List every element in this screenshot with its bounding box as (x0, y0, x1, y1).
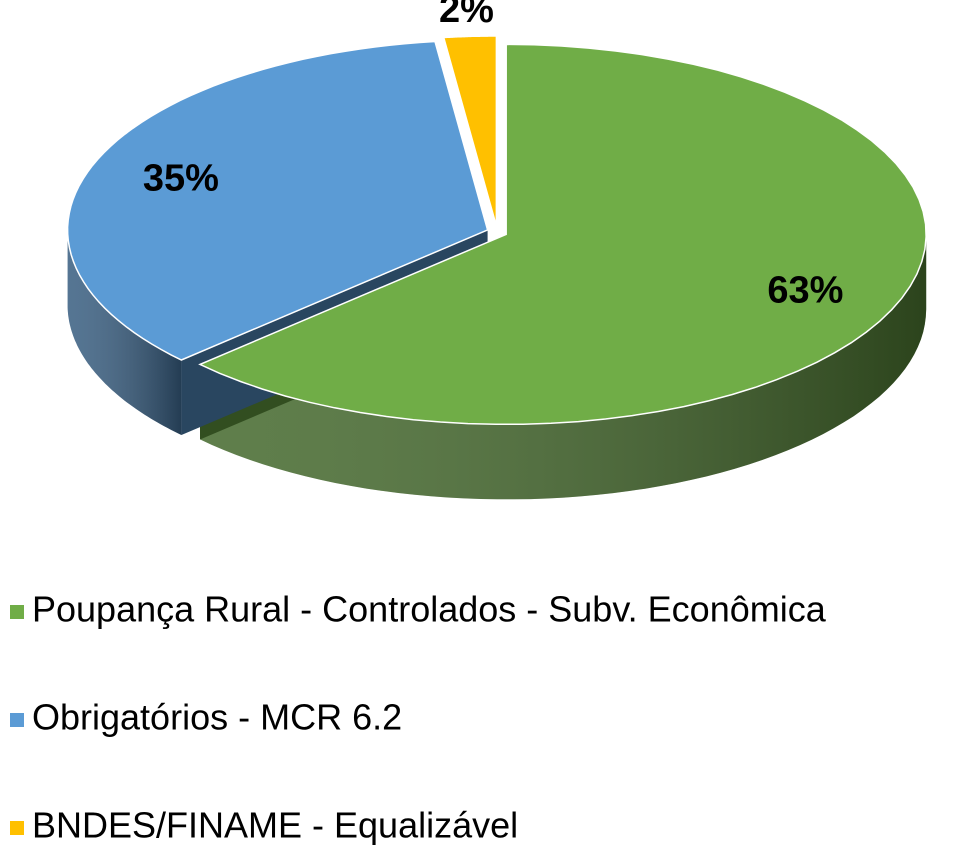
legend-label: BNDES/FINAME - Equalizável (32, 805, 518, 846)
value-label: 2% (439, 0, 494, 31)
legend-swatch (10, 713, 24, 727)
slice (66, 40, 489, 361)
legend-swatch (10, 605, 24, 619)
legend-label: Poupança Rural - Controlados - Subv. Eco… (32, 589, 827, 630)
value-label: 63% (767, 269, 843, 311)
pie-tops (66, 35, 927, 426)
value-label: 35% (143, 158, 219, 200)
legend-swatch (10, 821, 24, 835)
legend: Poupança Rural - Controlados - Subv. Eco… (10, 589, 827, 846)
labels: 63% 35% 2% (143, 0, 844, 311)
slice (442, 35, 498, 227)
slice-side-shade (200, 234, 927, 500)
slice (198, 43, 927, 426)
legend-label: Obrigatórios - MCR 6.2 (32, 697, 402, 738)
slice-side-shade (67, 230, 182, 435)
